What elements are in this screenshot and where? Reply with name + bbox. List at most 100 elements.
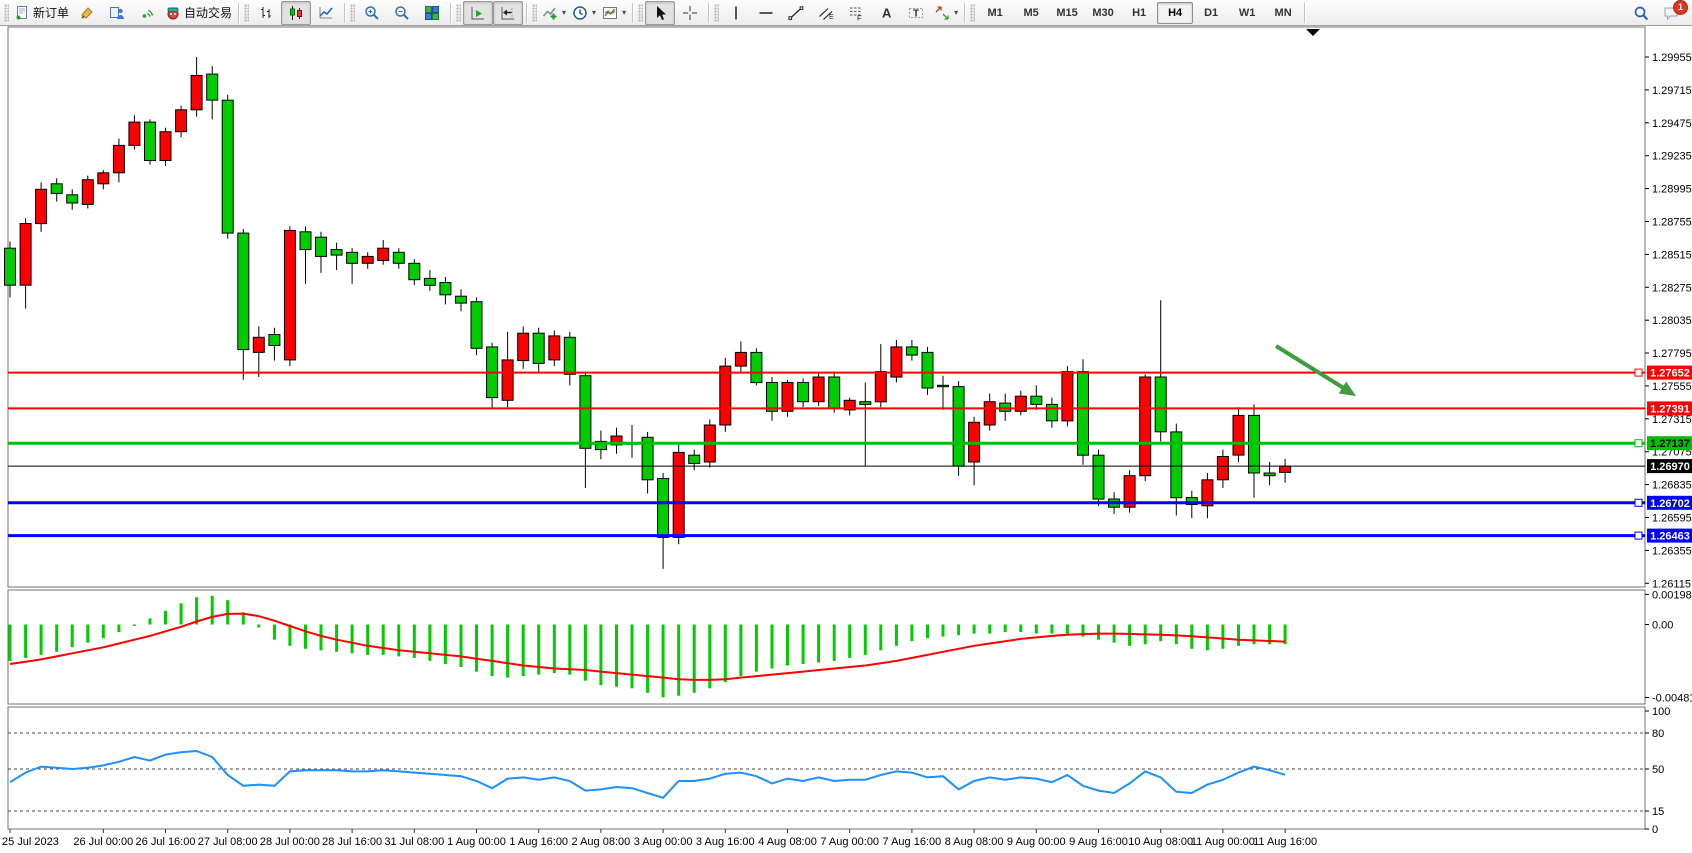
line-handle[interactable] (1634, 368, 1643, 377)
fibonacci-icon: F (848, 5, 864, 21)
toolbar: 新订单 自动交易 ▾ ▾ ▾ E F A T ▾ M1 M5 M15 M30 H1 H4 D1 W1 MN 1 (0, 0, 1692, 26)
svg-text:1.28275: 1.28275 (1652, 282, 1692, 294)
signals-button[interactable] (132, 1, 162, 25)
svg-text:1.26115: 1.26115 (1652, 578, 1691, 590)
price-chart-canvas[interactable]: 1.29955 1.29715 1.29475 1.29235 1.28995 1.287… (0, 26, 1692, 853)
dropdown-arrow-icon[interactable]: ▾ (592, 8, 597, 17)
svg-text:1.29955: 1.29955 (1652, 52, 1692, 64)
zoom-out-button[interactable] (387, 1, 417, 25)
svg-text:28 Jul 16:00: 28 Jul 16:00 (322, 836, 382, 848)
svg-text:3 Aug 16:00: 3 Aug 16:00 (696, 836, 755, 848)
tile-windows-button[interactable] (417, 1, 447, 25)
svg-text:11 Aug 16:00: 11 Aug 16:00 (1253, 836, 1317, 848)
svg-text:1.27315: 1.27315 (1652, 414, 1692, 426)
new-order-icon (14, 5, 30, 21)
button-label: H4 (1168, 6, 1183, 19)
horizontal-line-button[interactable] (751, 1, 781, 25)
dropdown-arrow-icon[interactable]: ▾ (954, 8, 959, 17)
svg-text:1.27391: 1.27391 (1650, 403, 1690, 415)
auto-trading-button[interactable]: 自动交易 (162, 1, 235, 25)
dropdown-arrow-icon[interactable]: ▾ (622, 8, 627, 17)
vertical-line-button[interactable] (721, 1, 751, 25)
toolbar-separator (632, 2, 634, 23)
chart-pane (7, 589, 1646, 705)
axis-price-labels: 1.27652 1.27391 1.27137 1.26702 1.26463 1.269… (1647, 365, 1692, 543)
timeframe-m5[interactable]: M5 (1013, 2, 1049, 24)
bar-chart-button[interactable] (251, 1, 281, 25)
chart-shift-button[interactable] (493, 0, 524, 25)
svg-text:4 Aug 08:00: 4 Aug 08:00 (758, 836, 817, 848)
svg-text:-0.00481: -0.00481 (1652, 693, 1692, 705)
notifications-button[interactable]: 1 (1656, 0, 1688, 25)
timeframe-mn[interactable]: MN (1265, 2, 1301, 24)
button-label: W1 (1238, 6, 1256, 19)
text-label-button[interactable]: T (901, 1, 931, 25)
equidistant-channel-button[interactable]: E (811, 1, 841, 25)
macd-pane-layer (8, 595, 1287, 698)
candlestick-chart-icon (288, 5, 304, 21)
toolbar-group-timeframes: M1 M5 M15 M30 H1 H4 D1 W1 MN (977, 0, 1301, 26)
timeframe-w1[interactable]: W1 (1229, 2, 1265, 24)
toolbar-separator (238, 2, 240, 23)
line-handle[interactable] (1634, 531, 1643, 540)
svg-text:15: 15 (1652, 806, 1664, 818)
svg-text:11 Aug 00:00: 11 Aug 00:00 (1191, 836, 1255, 848)
line-handle[interactable] (1634, 498, 1643, 507)
crosshair-button[interactable] (675, 1, 705, 25)
button-label: M15 (1056, 6, 1078, 19)
toolbar-grip (532, 3, 538, 22)
toolbar-grip (456, 3, 462, 22)
trendline-button[interactable] (781, 1, 811, 25)
arrow-annotation[interactable] (1274, 344, 1356, 396)
market-watch-button[interactable] (102, 1, 132, 25)
horizontal-lines-layer[interactable] (8, 368, 1645, 540)
timeframe-m1[interactable]: M1 (977, 2, 1013, 24)
svg-text:27 Jul 08:00: 27 Jul 08:00 (198, 836, 258, 848)
svg-text:F: F (857, 13, 862, 21)
chart-shift-marker[interactable] (1306, 29, 1320, 36)
text-button[interactable]: A (871, 1, 901, 25)
fibonacci-button[interactable]: F (841, 1, 871, 25)
auto-scroll-button[interactable] (463, 0, 494, 25)
svg-text:0.001981: 0.001981 (1652, 589, 1692, 601)
indicators-button[interactable]: ▾ (539, 1, 569, 25)
svg-text:80: 80 (1652, 728, 1664, 740)
line-chart-button[interactable] (311, 1, 341, 25)
line-handle[interactable] (1634, 439, 1643, 448)
svg-text:3 Aug 00:00: 3 Aug 00:00 (634, 836, 693, 848)
candlestick-chart-button[interactable] (281, 0, 312, 25)
button-label: 新订单 (33, 6, 70, 20)
arrows-button[interactable]: ▾ (931, 1, 961, 25)
svg-text:E: E (829, 14, 834, 21)
svg-text:1.29715: 1.29715 (1652, 85, 1692, 97)
date-axis[interactable]: 25 Jul 2023 26 Jul 00:00 26 Jul 16:00 27 Ju… (2, 829, 1317, 848)
timeframe-h4[interactable]: H4 (1157, 1, 1194, 24)
timeframe-d1[interactable]: D1 (1193, 2, 1229, 24)
notification-badge: 1 (1673, 0, 1688, 15)
toolbar-grip (638, 3, 644, 22)
horizontal-line-icon (758, 5, 774, 21)
price-axis[interactable]: 1.29955 1.29715 1.29475 1.29235 1.28995 1.287… (1645, 52, 1692, 836)
new-order-button[interactable]: 新订单 (11, 1, 72, 25)
timeframe-m30[interactable]: M30 (1085, 2, 1121, 24)
timeframe-h1[interactable]: H1 (1121, 2, 1157, 24)
styler-button[interactable] (72, 1, 102, 25)
search-button[interactable] (1626, 1, 1656, 25)
zoom-in-button[interactable] (357, 1, 387, 25)
chart-window[interactable]: ▼ GBPUSD-,H4 1.26924 1.27023 1.26849 1.2… (0, 26, 1692, 853)
svg-text:25 Jul 2023: 25 Jul 2023 (2, 836, 59, 848)
periods-button[interactable]: ▾ (569, 1, 599, 25)
button-label: M30 (1092, 6, 1114, 19)
dropdown-arrow-icon[interactable]: ▾ (562, 8, 567, 17)
svg-text:1.26970: 1.26970 (1650, 461, 1690, 473)
svg-text:26 Jul 16:00: 26 Jul 16:00 (136, 836, 196, 848)
shapes-icon (934, 5, 950, 21)
svg-text:100: 100 (1652, 706, 1670, 718)
templates-button[interactable]: ▾ (599, 1, 629, 25)
cursor-button[interactable] (645, 0, 676, 25)
chart-pane (7, 26, 1646, 588)
button-label: M1 (987, 6, 1003, 19)
svg-text:1.28515: 1.28515 (1652, 249, 1692, 261)
timeframe-m15[interactable]: M15 (1049, 2, 1085, 24)
cursor-icon (652, 5, 668, 21)
